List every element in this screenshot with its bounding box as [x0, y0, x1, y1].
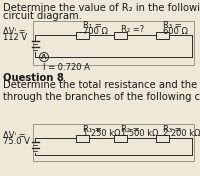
- Text: circuit diagram.: circuit diagram.: [3, 11, 82, 21]
- Text: R₁ =: R₁ =: [83, 124, 102, 134]
- Text: 1.500 kΩ: 1.500 kΩ: [121, 130, 158, 139]
- Text: 2.200 kΩ: 2.200 kΩ: [163, 130, 200, 139]
- Text: 112 V: 112 V: [3, 33, 27, 42]
- Text: ΔVⁱ =: ΔVⁱ =: [3, 130, 26, 140]
- Text: R₃ =: R₃ =: [163, 124, 182, 134]
- Text: R₂ =: R₂ =: [121, 124, 140, 134]
- Text: R₂ =?: R₂ =?: [121, 24, 144, 33]
- Text: R₁ =: R₁ =: [83, 21, 102, 30]
- Text: 700 Ω: 700 Ω: [83, 27, 108, 36]
- Bar: [76, 32, 88, 39]
- Text: A: A: [41, 54, 47, 60]
- Text: ΔVⁱ =: ΔVⁱ =: [3, 27, 26, 36]
- Text: Determine the value of R₂ in the following: Determine the value of R₂ in the followi…: [3, 3, 200, 13]
- Bar: [76, 134, 88, 142]
- Bar: [33, 124, 194, 161]
- Text: 75.0 V: 75.0 V: [3, 137, 30, 146]
- Text: 1.250 kΩ: 1.250 kΩ: [83, 130, 120, 139]
- Bar: [114, 134, 127, 142]
- Text: 600 Ω: 600 Ω: [163, 27, 188, 36]
- Text: Question 8: Question 8: [3, 72, 64, 82]
- Bar: [156, 32, 168, 39]
- Text: I = 0.720 A: I = 0.720 A: [43, 63, 90, 72]
- Bar: [33, 21, 194, 65]
- Bar: [156, 134, 168, 142]
- Bar: [114, 32, 127, 39]
- Text: Determine the total resistance and the current
through the branches of the follo: Determine the total resistance and the c…: [3, 80, 200, 102]
- Text: R₃ =: R₃ =: [163, 21, 182, 30]
